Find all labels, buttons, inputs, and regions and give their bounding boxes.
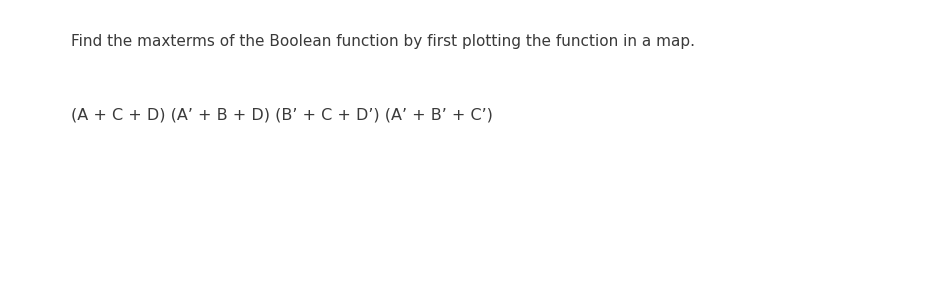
Text: Find the maxterms of the Boolean function by first plotting the function in a ma: Find the maxterms of the Boolean functio… <box>71 34 695 49</box>
Text: (A + C + D) (A’ + B + D) (B’ + C + D’) (A’ + B’ + C’): (A + C + D) (A’ + B + D) (B’ + C + D’) (… <box>71 107 494 122</box>
